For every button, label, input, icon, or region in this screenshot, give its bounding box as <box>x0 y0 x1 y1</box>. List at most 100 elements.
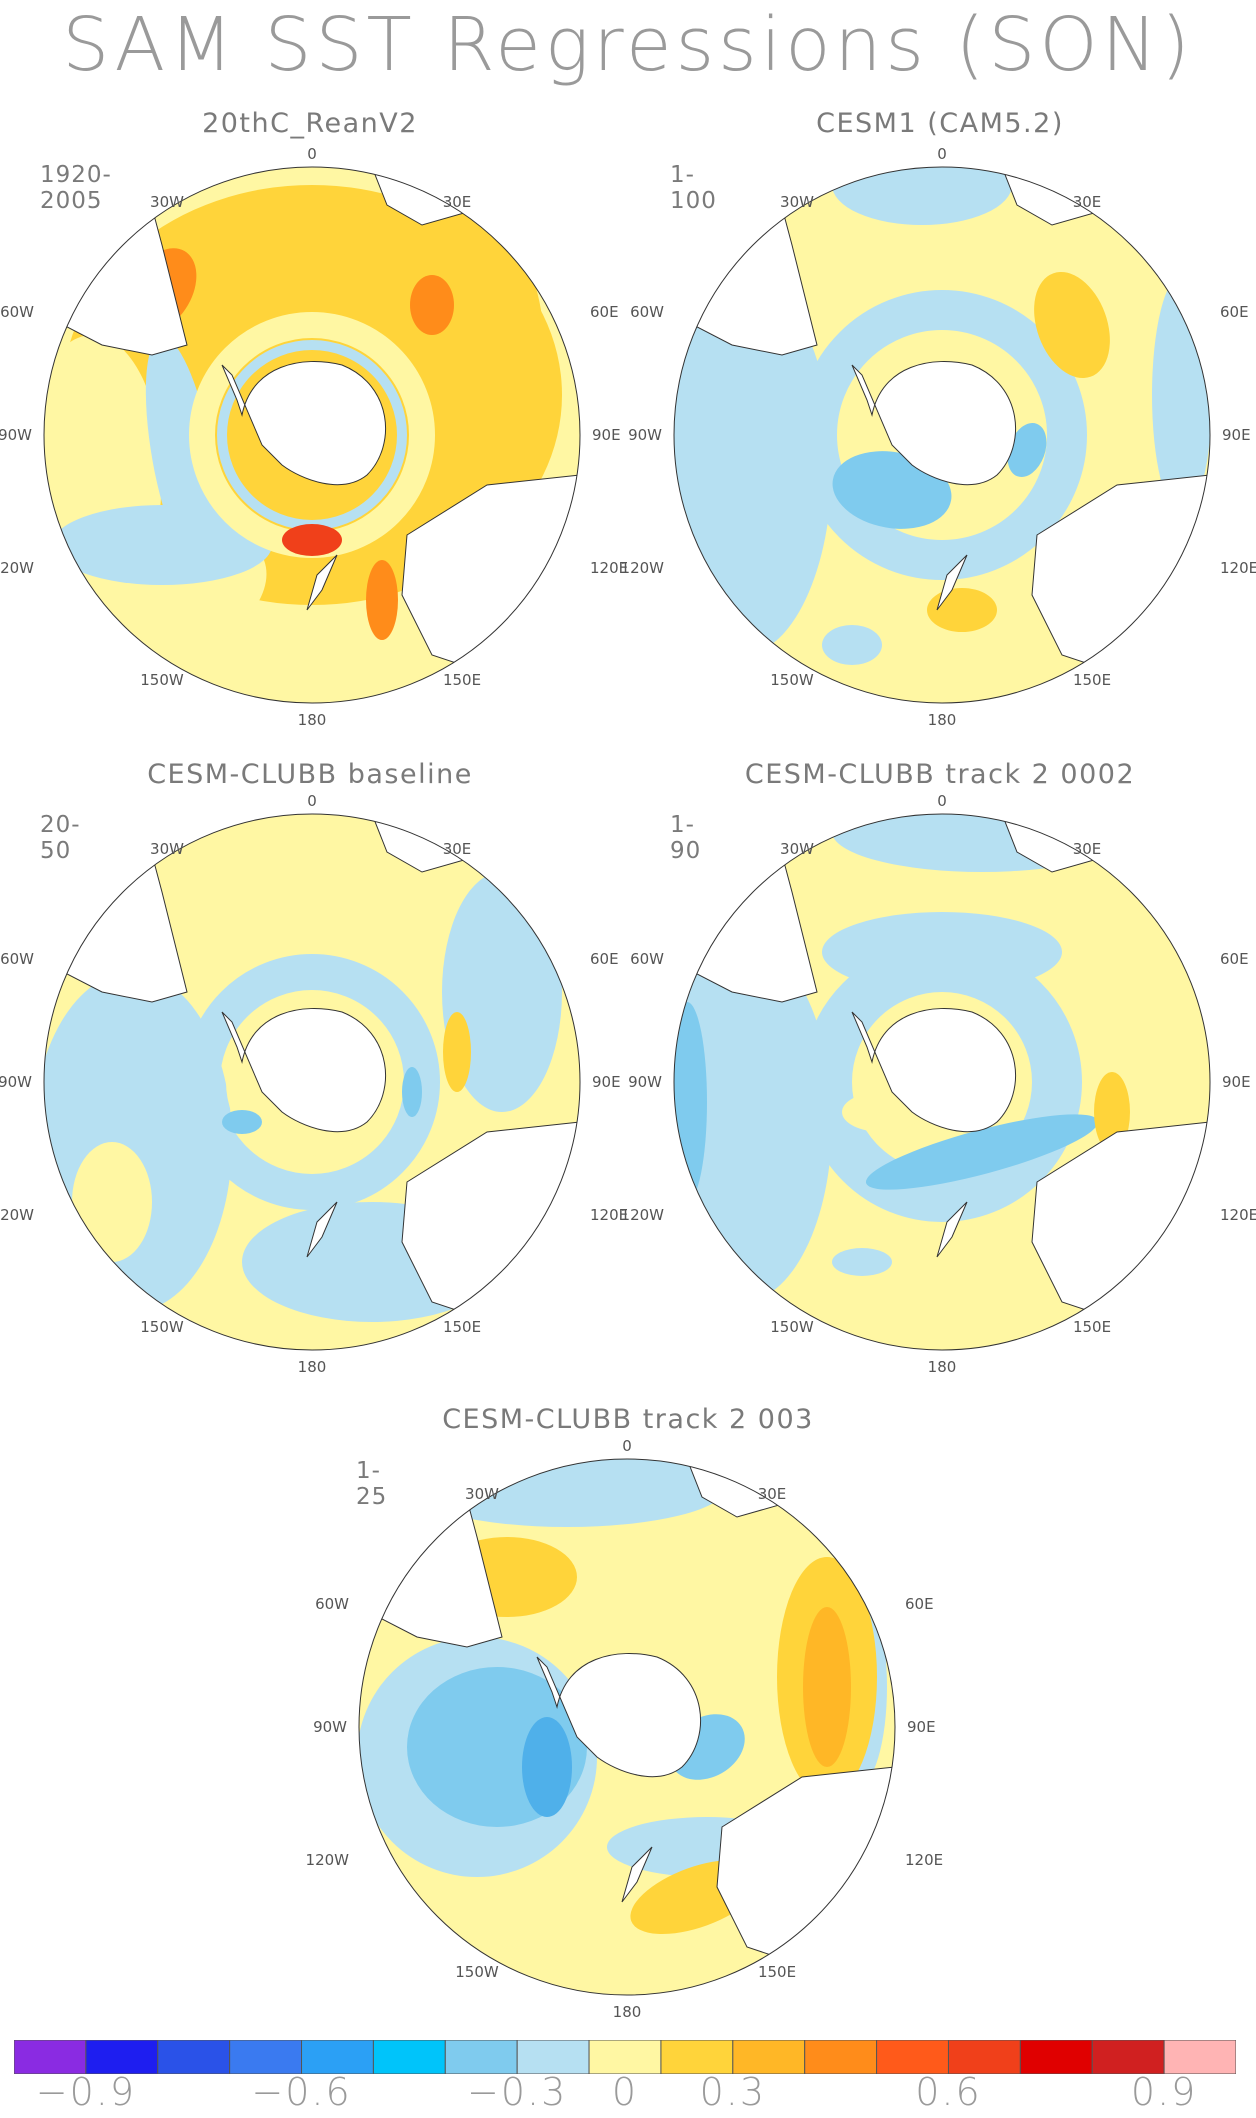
colorbar-tick-label: −0.9 <box>35 2070 137 2114</box>
longitude-label: 90E <box>1222 426 1251 444</box>
figure-title: SAM SST Regressions (SON) <box>62 2 1194 88</box>
new-zealand-land <box>936 1201 968 1258</box>
longitude-label: 60W <box>315 1595 349 1613</box>
colorbar-tick-label: 0.3 <box>699 2070 767 2114</box>
panel-years: 20-50 <box>40 812 81 864</box>
colorbar-swatch <box>732 2040 806 2074</box>
colorbar-swatch <box>947 2040 1021 2074</box>
longitude-label: 120W <box>306 1851 350 1869</box>
longitude-label: 120E <box>590 1206 628 1224</box>
map-disk <box>674 814 1210 1350</box>
map-border <box>43 166 581 704</box>
longitude-label: 0 <box>937 792 947 810</box>
longitude-label: 30W <box>150 840 184 858</box>
antarctica-land <box>851 1008 1017 1132</box>
colorbar-swatch <box>229 2040 303 2074</box>
map-disk <box>674 167 1210 703</box>
longitude-label: 30W <box>150 193 184 211</box>
panel-years: 1-100 <box>670 162 717 214</box>
longitude-label: 150W <box>140 671 184 689</box>
longitude-label: 180 <box>928 711 957 729</box>
circumpolar-band <box>226 996 398 1168</box>
longitude-label: 90W <box>0 1073 32 1091</box>
longitude-label: 90W <box>0 426 32 444</box>
map-border <box>673 166 1211 704</box>
longitude-label: 120W <box>0 559 34 577</box>
circumpolar-band <box>802 942 1082 1222</box>
longitude-label: 180 <box>298 1358 327 1376</box>
longitude-label: 30E <box>1073 840 1102 858</box>
antarctica-land <box>851 361 1017 485</box>
colorbar-swatch <box>1019 2040 1093 2074</box>
longitude-label: 60E <box>1220 303 1249 321</box>
strong-warm-anomaly <box>282 524 342 556</box>
colorbar-swatch <box>1163 2040 1236 2074</box>
cool-anomaly <box>222 1110 262 1134</box>
longitude-label: 90W <box>628 426 662 444</box>
colorbar-swatch <box>804 2040 878 2074</box>
warm-anomaly <box>507 1407 667 1447</box>
longitude-label: 30E <box>443 840 472 858</box>
longitude-label: 60W <box>0 303 34 321</box>
map-disk <box>44 814 580 1350</box>
longitude-label: 120E <box>1220 1206 1256 1224</box>
longitude-label: 30E <box>758 1485 787 1503</box>
warm-anomaly <box>443 1012 471 1092</box>
colorbar-swatch <box>157 2040 231 2074</box>
antarctica-land <box>221 361 387 485</box>
colorbar-swatch <box>876 2040 949 2074</box>
weak-anomaly <box>72 1142 152 1262</box>
colorbar-swatch <box>1091 2040 1165 2074</box>
circumpolar-band <box>797 290 1087 580</box>
longitude-label: 0 <box>622 1437 632 1455</box>
circumpolar-band <box>184 954 440 1210</box>
longitude-label: 150E <box>758 1963 796 1981</box>
cool-anomaly <box>832 167 1012 225</box>
colorbar-swatch <box>444 2040 518 2074</box>
colorbar-tick-label: 0.6 <box>915 2070 982 2114</box>
longitude-label: 60W <box>0 950 34 968</box>
map-disk <box>359 1407 895 1995</box>
cool-anomaly <box>442 872 562 1112</box>
new-zealand-land <box>306 554 338 611</box>
longitude-label: 150W <box>770 1318 814 1336</box>
longitude-label: 60E <box>590 303 619 321</box>
panel-title: 20thC_ReanV2 <box>202 108 418 139</box>
longitude-label: 90E <box>907 1718 936 1736</box>
colorbar-swatch <box>372 2040 446 2074</box>
longitude-label: 30E <box>1073 193 1102 211</box>
colorbar-swatch <box>14 2040 87 2074</box>
longitude-label: 150W <box>455 1963 499 1981</box>
colorbar-swatch <box>301 2040 374 2074</box>
panel-title: CESM-CLUBB track 2 0002 <box>744 759 1136 790</box>
cool-anomaly <box>522 1717 572 1817</box>
longitude-label: 0 <box>307 792 317 810</box>
cool-anomaly <box>822 625 882 665</box>
map-border <box>673 813 1211 1351</box>
map-disk <box>44 167 580 703</box>
longitude-label: 60W <box>630 303 664 321</box>
longitude-label: 180 <box>298 711 327 729</box>
longitude-label: 60E <box>590 950 619 968</box>
longitude-label: 90E <box>592 1073 621 1091</box>
cool-anomaly <box>407 1459 727 1527</box>
panel-years: 1-90 <box>670 812 702 864</box>
colorbar-tick-label: 0 <box>611 2070 639 2114</box>
panel-years: 1920-2005 <box>40 162 112 214</box>
map-border <box>358 1458 896 1996</box>
longitude-label: 120W <box>621 1206 665 1224</box>
longitude-label: 120E <box>590 559 628 577</box>
colorbar-swatch <box>588 2040 662 2074</box>
longitude-label: 90E <box>1222 1073 1251 1091</box>
longitude-label: 90W <box>628 1073 662 1091</box>
colorbar <box>14 2040 1236 2074</box>
antarctica-land <box>221 1008 387 1132</box>
polar-maps: 030W30E60W60E90W90E120W120E150W150E18003… <box>0 145 1256 2021</box>
longitude-label: 150E <box>1073 671 1111 689</box>
longitude-label: 180 <box>613 2003 642 2021</box>
panel-title: CESM-CLUBB track 2 003 <box>442 1404 814 1435</box>
longitude-label: 60E <box>905 1595 934 1613</box>
new-zealand-land <box>936 554 968 611</box>
panel-years: 1-25 <box>356 1458 388 1510</box>
longitude-label: 150W <box>140 1318 184 1336</box>
